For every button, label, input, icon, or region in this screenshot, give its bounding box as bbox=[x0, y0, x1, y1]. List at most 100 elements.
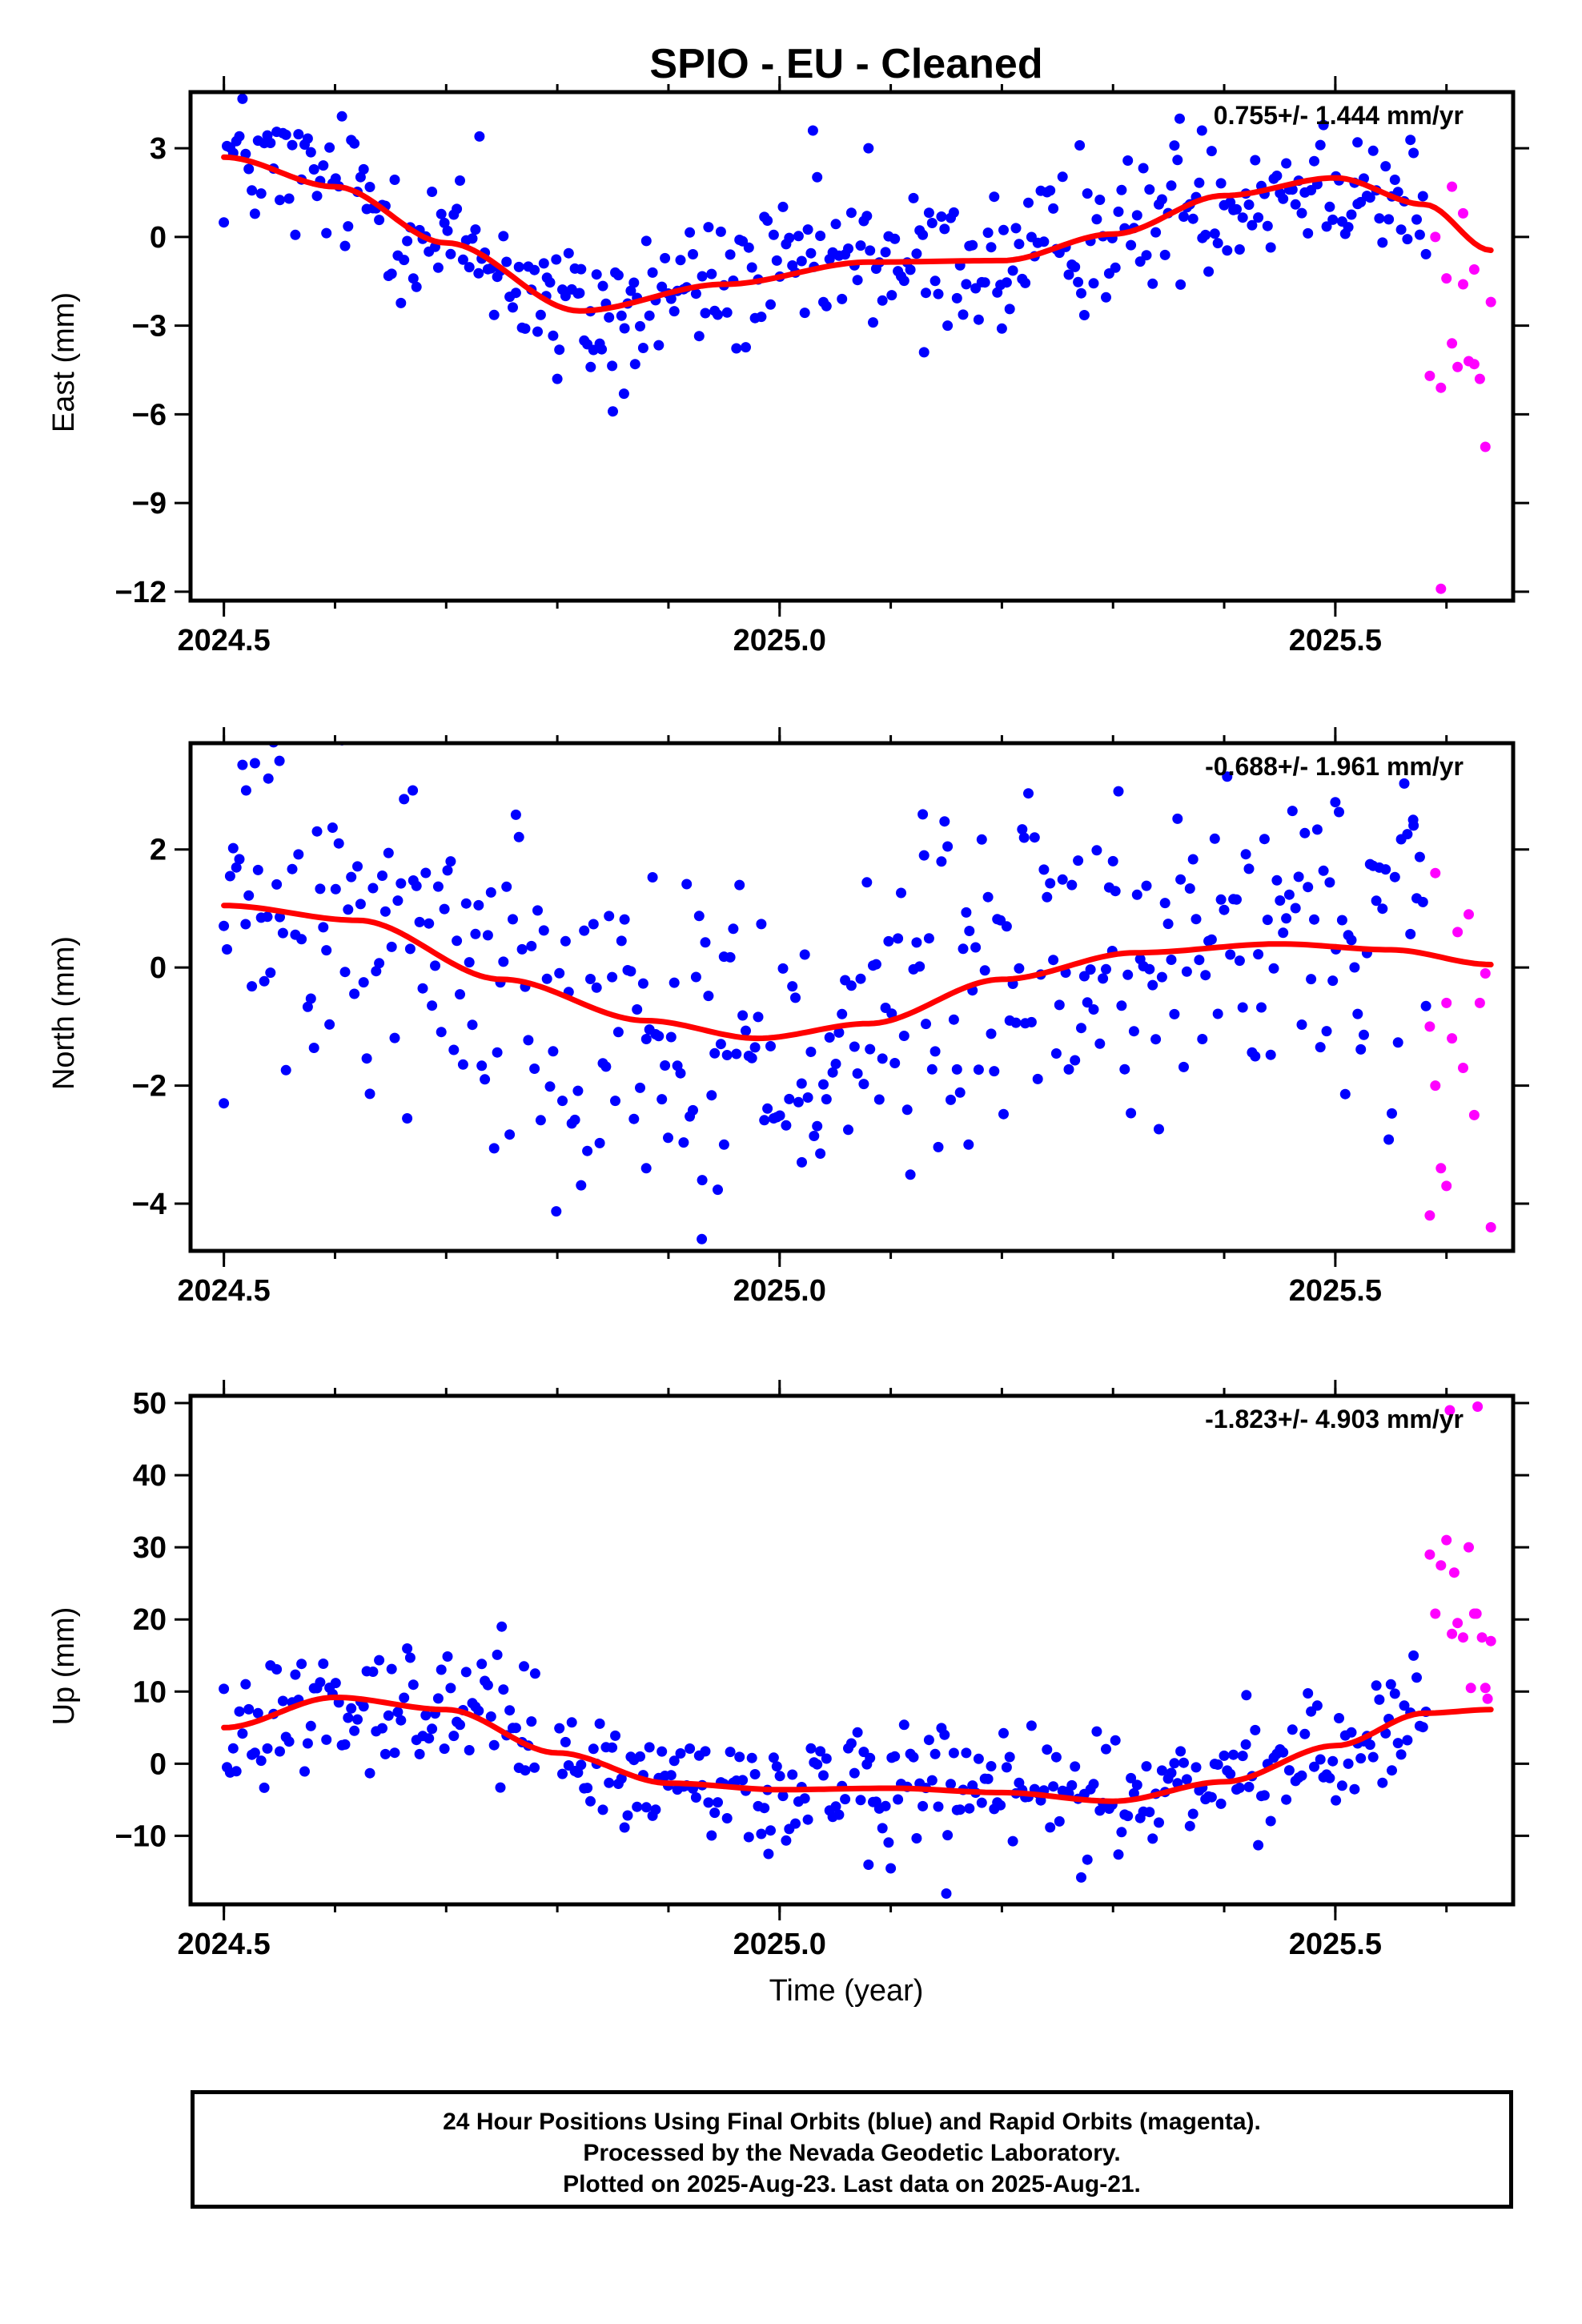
final-orbit-point bbox=[1414, 851, 1425, 862]
final-orbit-point bbox=[343, 904, 354, 915]
final-orbit-point bbox=[914, 961, 926, 972]
final-orbit-point bbox=[1169, 1008, 1180, 1019]
final-orbit-point bbox=[1110, 1735, 1121, 1746]
final-orbit-point bbox=[432, 262, 444, 273]
final-orbit-point bbox=[346, 871, 357, 883]
final-orbit-point bbox=[585, 1795, 596, 1807]
final-orbit-point bbox=[330, 1678, 341, 1689]
final-orbit-point bbox=[1237, 1751, 1248, 1762]
final-orbit-point bbox=[948, 1014, 959, 1025]
final-orbit-point bbox=[1383, 214, 1395, 225]
final-orbit-point bbox=[498, 231, 509, 242]
final-orbit-point bbox=[1045, 1822, 1056, 1833]
final-orbit-point bbox=[1355, 1753, 1367, 1764]
final-orbit-point bbox=[706, 1090, 717, 1101]
final-orbit-point bbox=[1178, 1061, 1189, 1072]
final-orbit-point bbox=[1327, 1755, 1339, 1767]
final-orbit-point bbox=[1070, 1055, 1081, 1066]
final-orbit-point bbox=[958, 309, 969, 320]
final-orbit-point bbox=[1215, 894, 1227, 905]
final-orbit-point bbox=[877, 1823, 888, 1834]
final-orbit-point bbox=[424, 1733, 435, 1744]
final-orbit-point bbox=[797, 1156, 807, 1168]
final-orbit-point bbox=[399, 1692, 410, 1703]
final-orbit-point bbox=[1126, 239, 1137, 251]
final-orbit-point bbox=[1184, 883, 1195, 894]
final-orbit-point bbox=[1113, 206, 1124, 217]
final-orbit-point bbox=[361, 1053, 372, 1064]
final-orbit-point bbox=[1262, 220, 1273, 231]
final-orbit-point bbox=[1184, 1820, 1195, 1831]
final-orbit-point bbox=[408, 1679, 419, 1691]
final-orbit-point bbox=[741, 342, 751, 353]
final-orbit-point bbox=[498, 956, 509, 967]
final-orbit-point bbox=[1364, 192, 1375, 203]
final-orbit-point bbox=[523, 1035, 534, 1046]
final-orbit-point bbox=[1082, 1854, 1093, 1865]
final-orbit-point bbox=[821, 1753, 832, 1764]
final-orbit-point bbox=[1250, 1051, 1261, 1062]
final-orbit-point bbox=[600, 1061, 612, 1072]
final-orbit-point bbox=[865, 1752, 876, 1763]
final-orbit-point bbox=[1154, 1124, 1164, 1135]
final-orbit-point bbox=[1076, 287, 1086, 299]
final-orbit-point bbox=[396, 878, 407, 889]
final-orbit-point bbox=[1374, 1694, 1385, 1705]
final-orbit-point bbox=[321, 945, 332, 956]
final-orbit-point bbox=[998, 224, 1009, 235]
final-orbit-point bbox=[383, 847, 394, 858]
final-orbit-point bbox=[942, 320, 954, 332]
final-orbit-point bbox=[1268, 963, 1279, 974]
final-orbit-point bbox=[870, 959, 881, 970]
final-orbit-point bbox=[746, 1052, 757, 1063]
final-orbit-point bbox=[1315, 1754, 1326, 1765]
final-orbit-point bbox=[619, 323, 630, 334]
data-points bbox=[219, 1401, 1496, 1899]
final-orbit-point bbox=[640, 1802, 652, 1813]
final-orbit-point bbox=[812, 1120, 823, 1132]
final-orbit-point bbox=[725, 1747, 736, 1758]
final-orbit-point bbox=[364, 182, 375, 192]
final-orbit-point bbox=[1070, 1761, 1081, 1772]
final-orbit-point bbox=[1392, 1037, 1403, 1048]
final-orbit-point bbox=[591, 269, 602, 280]
final-orbit-point bbox=[898, 1031, 909, 1041]
final-orbit-point bbox=[1231, 894, 1242, 905]
y-tick-label: 20 bbox=[133, 1603, 167, 1637]
final-orbit-point bbox=[411, 880, 422, 891]
final-orbit-point bbox=[942, 1830, 954, 1841]
rapid-orbit-point bbox=[1485, 296, 1496, 308]
final-orbit-point bbox=[1187, 213, 1199, 224]
final-orbit-point bbox=[330, 883, 341, 895]
final-orbit-point bbox=[625, 966, 636, 977]
final-orbit-point bbox=[371, 966, 382, 977]
final-orbit-point bbox=[529, 264, 540, 275]
final-orbit-point bbox=[973, 314, 984, 325]
final-orbit-point bbox=[1303, 227, 1314, 239]
final-orbit-point bbox=[933, 1141, 944, 1152]
final-orbit-point bbox=[1166, 180, 1177, 191]
final-orbit-point bbox=[948, 1747, 959, 1759]
final-orbit-point bbox=[358, 977, 369, 988]
final-orbit-point bbox=[1243, 199, 1255, 211]
final-orbit-point bbox=[243, 890, 255, 901]
rapid-orbit-point bbox=[1430, 1608, 1441, 1619]
final-orbit-point bbox=[665, 1031, 677, 1043]
final-orbit-point bbox=[1387, 1765, 1397, 1776]
final-orbit-point bbox=[1144, 963, 1155, 975]
final-orbit-point bbox=[1004, 1751, 1015, 1763]
x-tick-label: 2025.0 bbox=[733, 1928, 826, 1961]
final-orbit-point bbox=[917, 229, 929, 240]
final-orbit-point bbox=[610, 1730, 620, 1741]
final-orbit-point bbox=[1309, 1761, 1319, 1772]
rapid-orbit-point bbox=[1468, 1109, 1480, 1120]
final-orbit-point bbox=[1417, 896, 1428, 907]
final-orbit-point bbox=[765, 1825, 776, 1836]
final-orbit-point bbox=[1181, 1774, 1192, 1785]
final-orbit-point bbox=[1417, 191, 1428, 202]
final-orbit-point bbox=[504, 1129, 516, 1140]
final-orbit-point bbox=[1091, 1726, 1102, 1737]
final-orbit-point bbox=[424, 918, 435, 929]
final-orbit-point bbox=[445, 856, 456, 867]
final-orbit-point bbox=[1200, 229, 1211, 240]
